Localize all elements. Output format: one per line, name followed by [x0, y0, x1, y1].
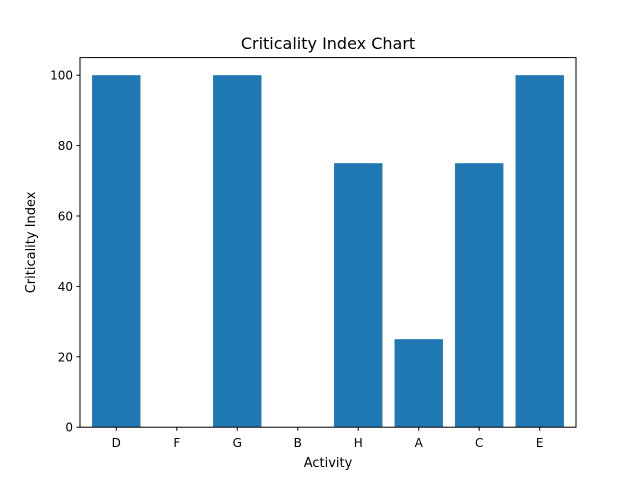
y-tick-label: 80	[58, 139, 73, 153]
x-tick-label: E	[536, 436, 544, 450]
bar-D	[92, 75, 141, 428]
x-tick-label: H	[354, 436, 363, 450]
plot-frame	[79, 57, 577, 428]
y-tick-label: 20	[58, 350, 73, 364]
bar-H	[334, 163, 383, 428]
bars-group	[92, 75, 564, 428]
bar-E	[515, 75, 564, 428]
x-tick-label: B	[294, 436, 302, 450]
y-tick-label: 60	[58, 210, 73, 224]
y-axis-label: Criticality Index	[24, 191, 39, 293]
x-tick-label: A	[415, 436, 424, 450]
bar-C	[455, 163, 504, 428]
bar-A	[394, 339, 443, 428]
y-ticks-group: 0 20 40 60 80 100	[50, 69, 80, 435]
y-tick-label: 100	[50, 69, 73, 83]
x-tick-label: F	[173, 436, 180, 450]
x-tick-label: C	[475, 436, 483, 450]
x-tick-label: D	[112, 436, 121, 450]
chart-title: Criticality Index Chart	[241, 34, 415, 53]
bar-G	[213, 75, 262, 428]
x-axis-label: Activity	[304, 456, 353, 471]
y-tick-label: 40	[58, 280, 73, 294]
x-tick-label: G	[233, 436, 242, 450]
y-tick-label: 0	[65, 421, 73, 435]
